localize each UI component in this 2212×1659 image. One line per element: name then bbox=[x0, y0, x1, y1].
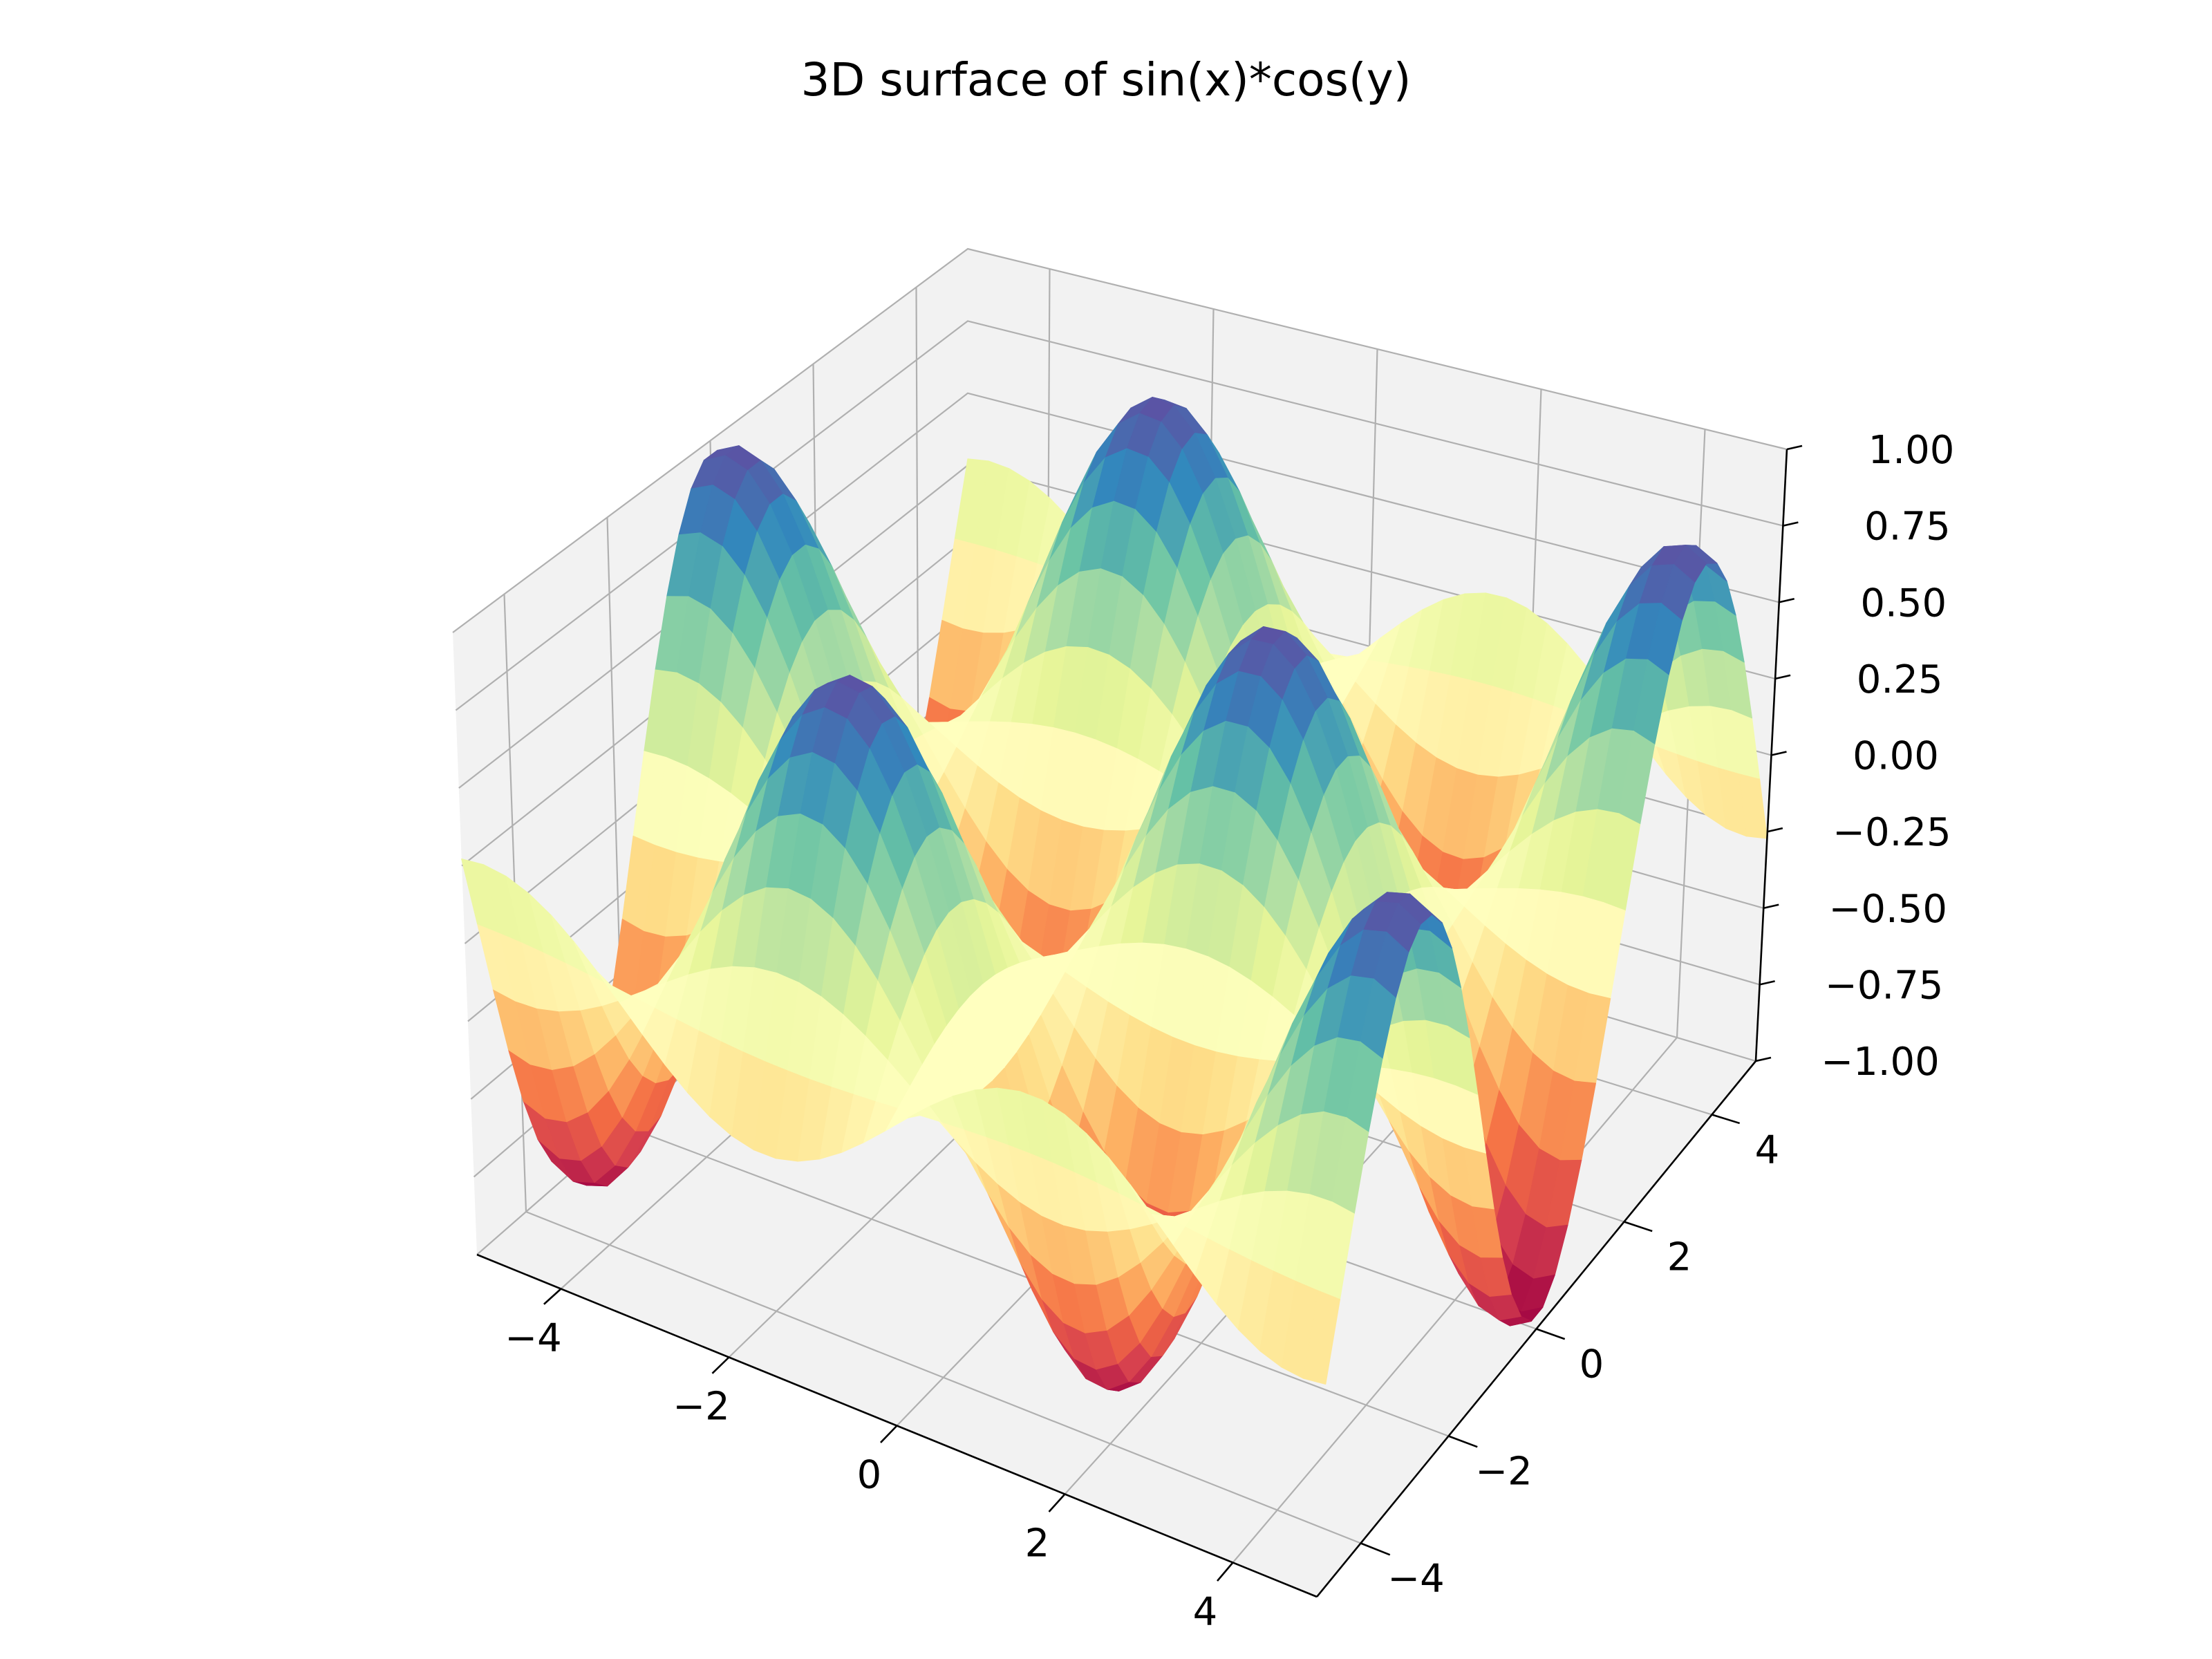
x-tick-4 bbox=[1217, 1562, 1234, 1582]
surface-plot bbox=[461, 397, 1768, 1391]
y-tick-label: 0 bbox=[1580, 1342, 1604, 1387]
z-tick-label: −0.25 bbox=[1833, 810, 1951, 855]
y-tick-0 bbox=[1360, 1542, 1391, 1556]
axis-lines bbox=[476, 444, 1803, 1598]
tick-labels: −4 −2 0 2 4 −4 −2 0 2 4 −1.00 −0.75 −0.50 −0.25 0.00 0.… bbox=[505, 428, 1954, 1635]
x-tick-0 bbox=[543, 1288, 562, 1305]
z-tick-label: 0.25 bbox=[1857, 657, 1943, 702]
grid-line-z-6 bbox=[458, 392, 1780, 789]
z-tick-5 bbox=[1774, 674, 1791, 680]
x-tick-label: 4 bbox=[1193, 1590, 1218, 1635]
z-tick-label: 0.75 bbox=[1864, 505, 1951, 550]
chart-title: 3D surface of sin(x)*cos(y) bbox=[800, 53, 1411, 106]
z-tick-0 bbox=[1755, 1056, 1772, 1062]
x-tick-2 bbox=[880, 1425, 898, 1443]
y-tick-2 bbox=[1536, 1328, 1566, 1340]
z-tick-2 bbox=[1763, 903, 1779, 910]
grid-line-z-7 bbox=[455, 320, 1783, 711]
z-tick-6 bbox=[1779, 597, 1795, 603]
y-tick-label: 2 bbox=[1667, 1235, 1692, 1280]
z-tick-1 bbox=[1759, 980, 1775, 986]
x-tick-label: 0 bbox=[857, 1453, 882, 1498]
y-tick-label: −4 bbox=[1387, 1557, 1445, 1602]
z-tick-label: 0.50 bbox=[1860, 581, 1947, 626]
z-tick-8 bbox=[1786, 444, 1803, 451]
x-tick-3 bbox=[1048, 1493, 1066, 1512]
z-tick-label: −0.50 bbox=[1828, 887, 1947, 932]
z-tick-label: −0.75 bbox=[1825, 963, 1944, 1008]
x-tick-label: −4 bbox=[505, 1316, 562, 1361]
surface-patch bbox=[1303, 1290, 1341, 1385]
y-tick-3 bbox=[1624, 1221, 1653, 1232]
y-tick-label: 4 bbox=[1755, 1128, 1780, 1173]
x-tick-label: 2 bbox=[1025, 1521, 1050, 1566]
y-tick-4 bbox=[1712, 1114, 1741, 1125]
z-tick-label: 0.00 bbox=[1853, 734, 1939, 779]
grid-line-z-8 bbox=[452, 247, 1788, 633]
y-tick-1 bbox=[1448, 1435, 1478, 1448]
z-tick-label: 1.00 bbox=[1868, 428, 1955, 473]
x-tick-label: −2 bbox=[673, 1385, 730, 1430]
z-tick-label: −1.00 bbox=[1821, 1040, 1940, 1085]
z-tick-3 bbox=[1767, 827, 1783, 833]
z-tick-4 bbox=[1771, 751, 1787, 756]
y-tick-label: −2 bbox=[1475, 1450, 1533, 1494]
x-tick-1 bbox=[711, 1356, 730, 1374]
z-tick-7 bbox=[1783, 521, 1799, 527]
